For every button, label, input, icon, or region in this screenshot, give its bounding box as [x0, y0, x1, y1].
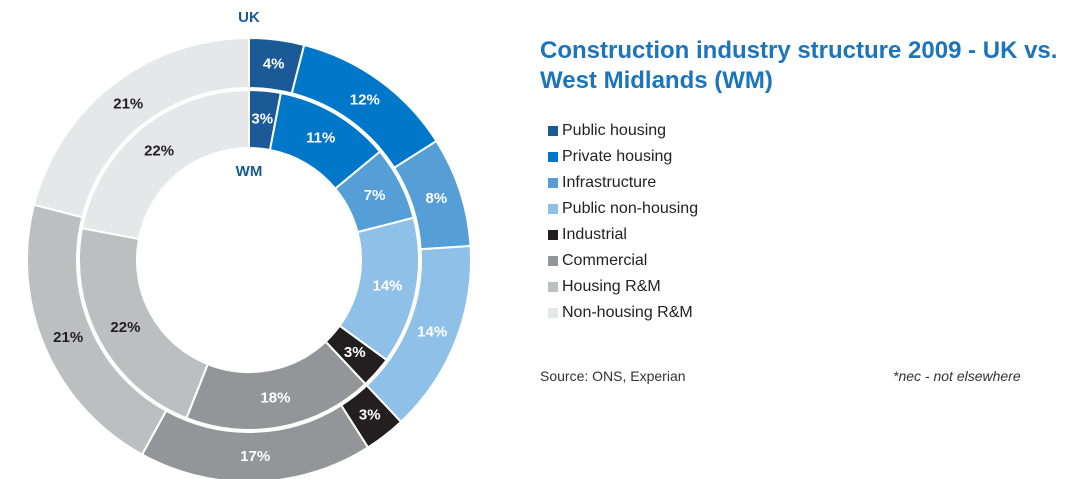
donut-segment: [32, 36, 250, 219]
legend-swatch: [548, 256, 558, 266]
data-label: 14%: [372, 277, 402, 294]
legend-item: Public housing: [548, 118, 698, 144]
legend-swatch: [548, 204, 558, 214]
data-label: 21%: [53, 329, 83, 346]
data-label: 21%: [113, 95, 143, 112]
legend-swatch: [548, 282, 558, 292]
legend-swatch: [548, 152, 558, 162]
data-label: 7%: [364, 187, 386, 204]
data-label: 4%: [263, 56, 285, 73]
data-label: 3%: [344, 344, 366, 361]
legend-item: Non-housing R&M: [548, 300, 698, 326]
note: *nec - not elsewhere: [893, 368, 1021, 384]
data-label: 12%: [350, 92, 380, 109]
chart-title: Construction industry structure 2009 - U…: [540, 37, 1058, 94]
legend-item: Private housing: [548, 144, 698, 170]
legend-label: Public non-housing: [562, 200, 699, 217]
data-label: 3%: [359, 407, 381, 424]
legend-swatch: [548, 126, 558, 136]
legend-label: Non-housing R&M: [562, 304, 693, 321]
data-label: 17%: [240, 448, 270, 465]
data-label: 11%: [306, 130, 335, 147]
legend-swatch: [548, 230, 558, 240]
legend-swatch: [548, 178, 558, 188]
legend-label: Industrial: [562, 226, 627, 243]
data-label: 18%: [260, 389, 290, 406]
legend-label: Public housing: [562, 122, 667, 139]
legend-item: Commercial: [548, 248, 698, 274]
legend-item: Public non-housing: [548, 196, 698, 222]
legend: Public housing Private housing Infrastruct…: [548, 118, 698, 326]
legend-item: Housing R&M: [548, 274, 698, 300]
data-label: 14%: [417, 323, 447, 340]
data-label: 22%: [110, 319, 140, 336]
data-label: 22%: [144, 142, 174, 159]
legend-label: Housing R&M: [562, 278, 661, 295]
source: Source: ONS, Experian: [540, 368, 686, 384]
data-label: 8%: [426, 190, 448, 207]
series-label: WM: [236, 163, 263, 180]
legend-label: Commercial: [562, 252, 648, 269]
data-label: 3%: [251, 111, 273, 128]
chart: 4% 12% 8% 14% 3% 17% 21% 21% 3% 11% 7% 14% 3% 18% 22% 2…: [26, 9, 472, 479]
legend-item: Infrastructure: [548, 170, 698, 196]
legend-swatch: [548, 308, 558, 318]
legend-label: Infrastructure: [562, 174, 657, 191]
legend-label: Private housing: [562, 148, 673, 165]
donut-segment: [80, 88, 250, 241]
legend-item: Industrial: [548, 222, 698, 248]
series-label: UK: [238, 9, 260, 26]
